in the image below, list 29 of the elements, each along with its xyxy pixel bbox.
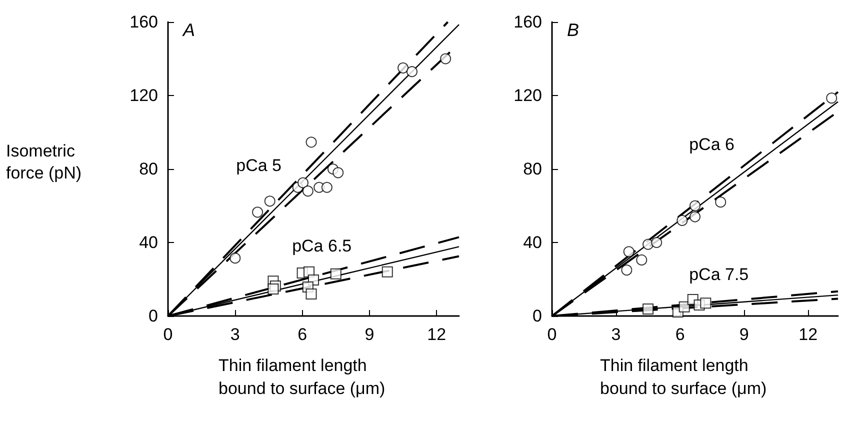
x-tick-label: 6: [298, 325, 308, 344]
y-tick-label: 160: [514, 12, 542, 32]
y-tick-label: 160: [130, 12, 158, 32]
y-tick-label: 0: [532, 306, 542, 326]
series-label: pCa 5: [236, 156, 282, 175]
x-tick-label: 0: [163, 325, 173, 344]
x-tick-label: 9: [739, 325, 749, 344]
chart-title: B: [567, 20, 580, 40]
series-label: pCa 6: [689, 135, 734, 154]
y-tick-label: 40: [523, 233, 542, 252]
x-tick-label: 6: [675, 325, 685, 344]
series-label: pCa 6.5: [292, 236, 352, 256]
y-tick-label: 0: [148, 306, 158, 326]
y-axis-title: Isometric force (pN): [6, 142, 82, 182]
y-tick-label: 120: [514, 86, 542, 105]
x-tick-label: 12: [798, 325, 818, 344]
y-tick-label: 80: [523, 160, 542, 178]
series-label: pCa 7.5: [689, 264, 749, 284]
y-tick-label: 80: [139, 160, 158, 178]
x-axis-title: Thin filament length bound to surface (μm): [218, 356, 386, 398]
y-tick-label: 120: [130, 86, 158, 105]
x-tick-label: 3: [230, 325, 240, 344]
x-tick-label: 9: [364, 325, 374, 344]
y-tick-label: 40: [139, 233, 158, 252]
x-tick-label: 12: [427, 325, 446, 344]
x-tick-label: 0: [547, 325, 557, 344]
chart-title: A: [182, 20, 196, 40]
x-axis-title: Thin filament length bound to surface (μm): [600, 356, 767, 398]
x-tick-label: 3: [611, 325, 621, 344]
